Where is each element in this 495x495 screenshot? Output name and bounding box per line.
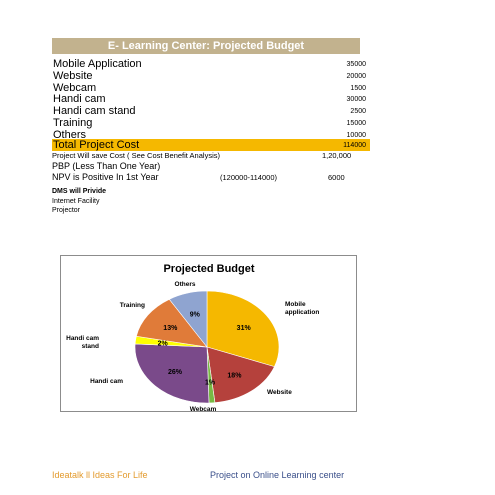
chart-title: Projected Budget bbox=[163, 263, 254, 275]
budget-row-mobile: Mobile Application 35000 bbox=[52, 58, 370, 70]
pie-slice-mobile-application bbox=[206, 290, 280, 367]
budget-row-handicam-stand: Handi cam stand 2500 bbox=[52, 105, 370, 117]
pie-percent-label: 26% bbox=[168, 369, 183, 376]
pie-slice-others bbox=[168, 290, 208, 348]
pie-category-label: Website bbox=[267, 389, 292, 396]
pbp-label: PBP (Less Than One Year) bbox=[52, 161, 161, 171]
budget-row-webcam: Webcam 1500 bbox=[52, 82, 370, 94]
pie-percent-label: 18% bbox=[227, 372, 242, 379]
save-cost-value: 1,20,000 bbox=[322, 151, 352, 160]
budget-item-label: Others bbox=[53, 128, 87, 141]
pie-category-label: Handi cam bbox=[66, 335, 99, 342]
pie-percent-label: 1% bbox=[205, 380, 216, 387]
npv-value: 6000 bbox=[328, 173, 345, 182]
pie-percent-label: 2% bbox=[158, 341, 169, 348]
total-cost-value: 114000 bbox=[343, 142, 366, 149]
pie-percent-label: 31% bbox=[237, 325, 252, 332]
npv-label: NPV is Positive In 1st Year bbox=[52, 172, 159, 182]
budget-item-value: 15000 bbox=[346, 119, 366, 127]
budget-row-training: Training 15000 bbox=[52, 117, 370, 129]
pie-slice-handi-cam bbox=[134, 343, 210, 404]
total-cost-row: Total Project Cost 114000 bbox=[52, 139, 370, 151]
budget-item-label: Handi cam stand bbox=[53, 105, 136, 118]
budget-item-value: 30000 bbox=[346, 96, 366, 104]
budget-row-handicam: Handi cam 30000 bbox=[52, 93, 370, 105]
dms-item: Projector bbox=[52, 207, 81, 214]
footer-project: Project on Online Learning center bbox=[210, 470, 345, 480]
pie-slice-website bbox=[206, 346, 275, 403]
pie-slice-training bbox=[135, 298, 208, 348]
pie-category-label: application bbox=[285, 309, 319, 316]
pie-category-label: Handi cam bbox=[90, 378, 123, 385]
pie-category-label: Webcam bbox=[190, 406, 217, 413]
budget-item-label: Mobile Application bbox=[53, 58, 142, 70]
footer-brand: Ideatalk ll Ideas For Life bbox=[52, 470, 148, 480]
total-cost-label: Total Project Cost bbox=[53, 139, 140, 151]
dms-heading: DMS will Privide bbox=[52, 188, 107, 195]
budget-list: Mobile Application 35000 Website 20000 W… bbox=[52, 58, 370, 141]
budget-item-value: 35000 bbox=[346, 61, 366, 68]
pie-category-label: Mobile bbox=[285, 301, 306, 308]
budget-item-label: Handi cam bbox=[53, 93, 106, 106]
dms-item: Internet Facility bbox=[52, 197, 100, 205]
pie-category-label: Others bbox=[175, 281, 196, 288]
budget-item-value: 20000 bbox=[346, 72, 366, 80]
npv-calc: (120000-114000) bbox=[220, 173, 277, 182]
budget-row-others: Others 10000 bbox=[52, 129, 370, 141]
dms-section: DMS will Privide Internet Facility Proje… bbox=[52, 187, 106, 216]
pie-percent-label: 9% bbox=[190, 312, 201, 319]
budget-title: E- Learning Center: Projected Budget bbox=[52, 38, 360, 54]
save-cost-label: Project Will save Cost ( See Cost Benefi… bbox=[52, 151, 220, 160]
pie-category-label: Training bbox=[120, 302, 145, 309]
budget-item-label: Training bbox=[53, 116, 93, 129]
budget-item-value: 10000 bbox=[346, 131, 366, 139]
budget-item-value: 2500 bbox=[350, 108, 366, 116]
pie-chart: Projected Budget 31% 18% 1% 26% 2% 13% 9% Mobil… bbox=[60, 255, 357, 413]
budget-item-label: Website bbox=[53, 69, 93, 82]
pie-chart-svg: Projected Budget 31% 18% 1% 26% 2% 13% 9% Mobil… bbox=[66, 263, 319, 413]
budget-row-website: Website 20000 bbox=[52, 70, 370, 82]
budget-item-value: 1500 bbox=[350, 84, 366, 92]
budget-item-label: Webcam bbox=[53, 81, 97, 94]
pie-percent-label: 13% bbox=[163, 325, 178, 332]
pie-category-label: stand bbox=[82, 343, 99, 350]
